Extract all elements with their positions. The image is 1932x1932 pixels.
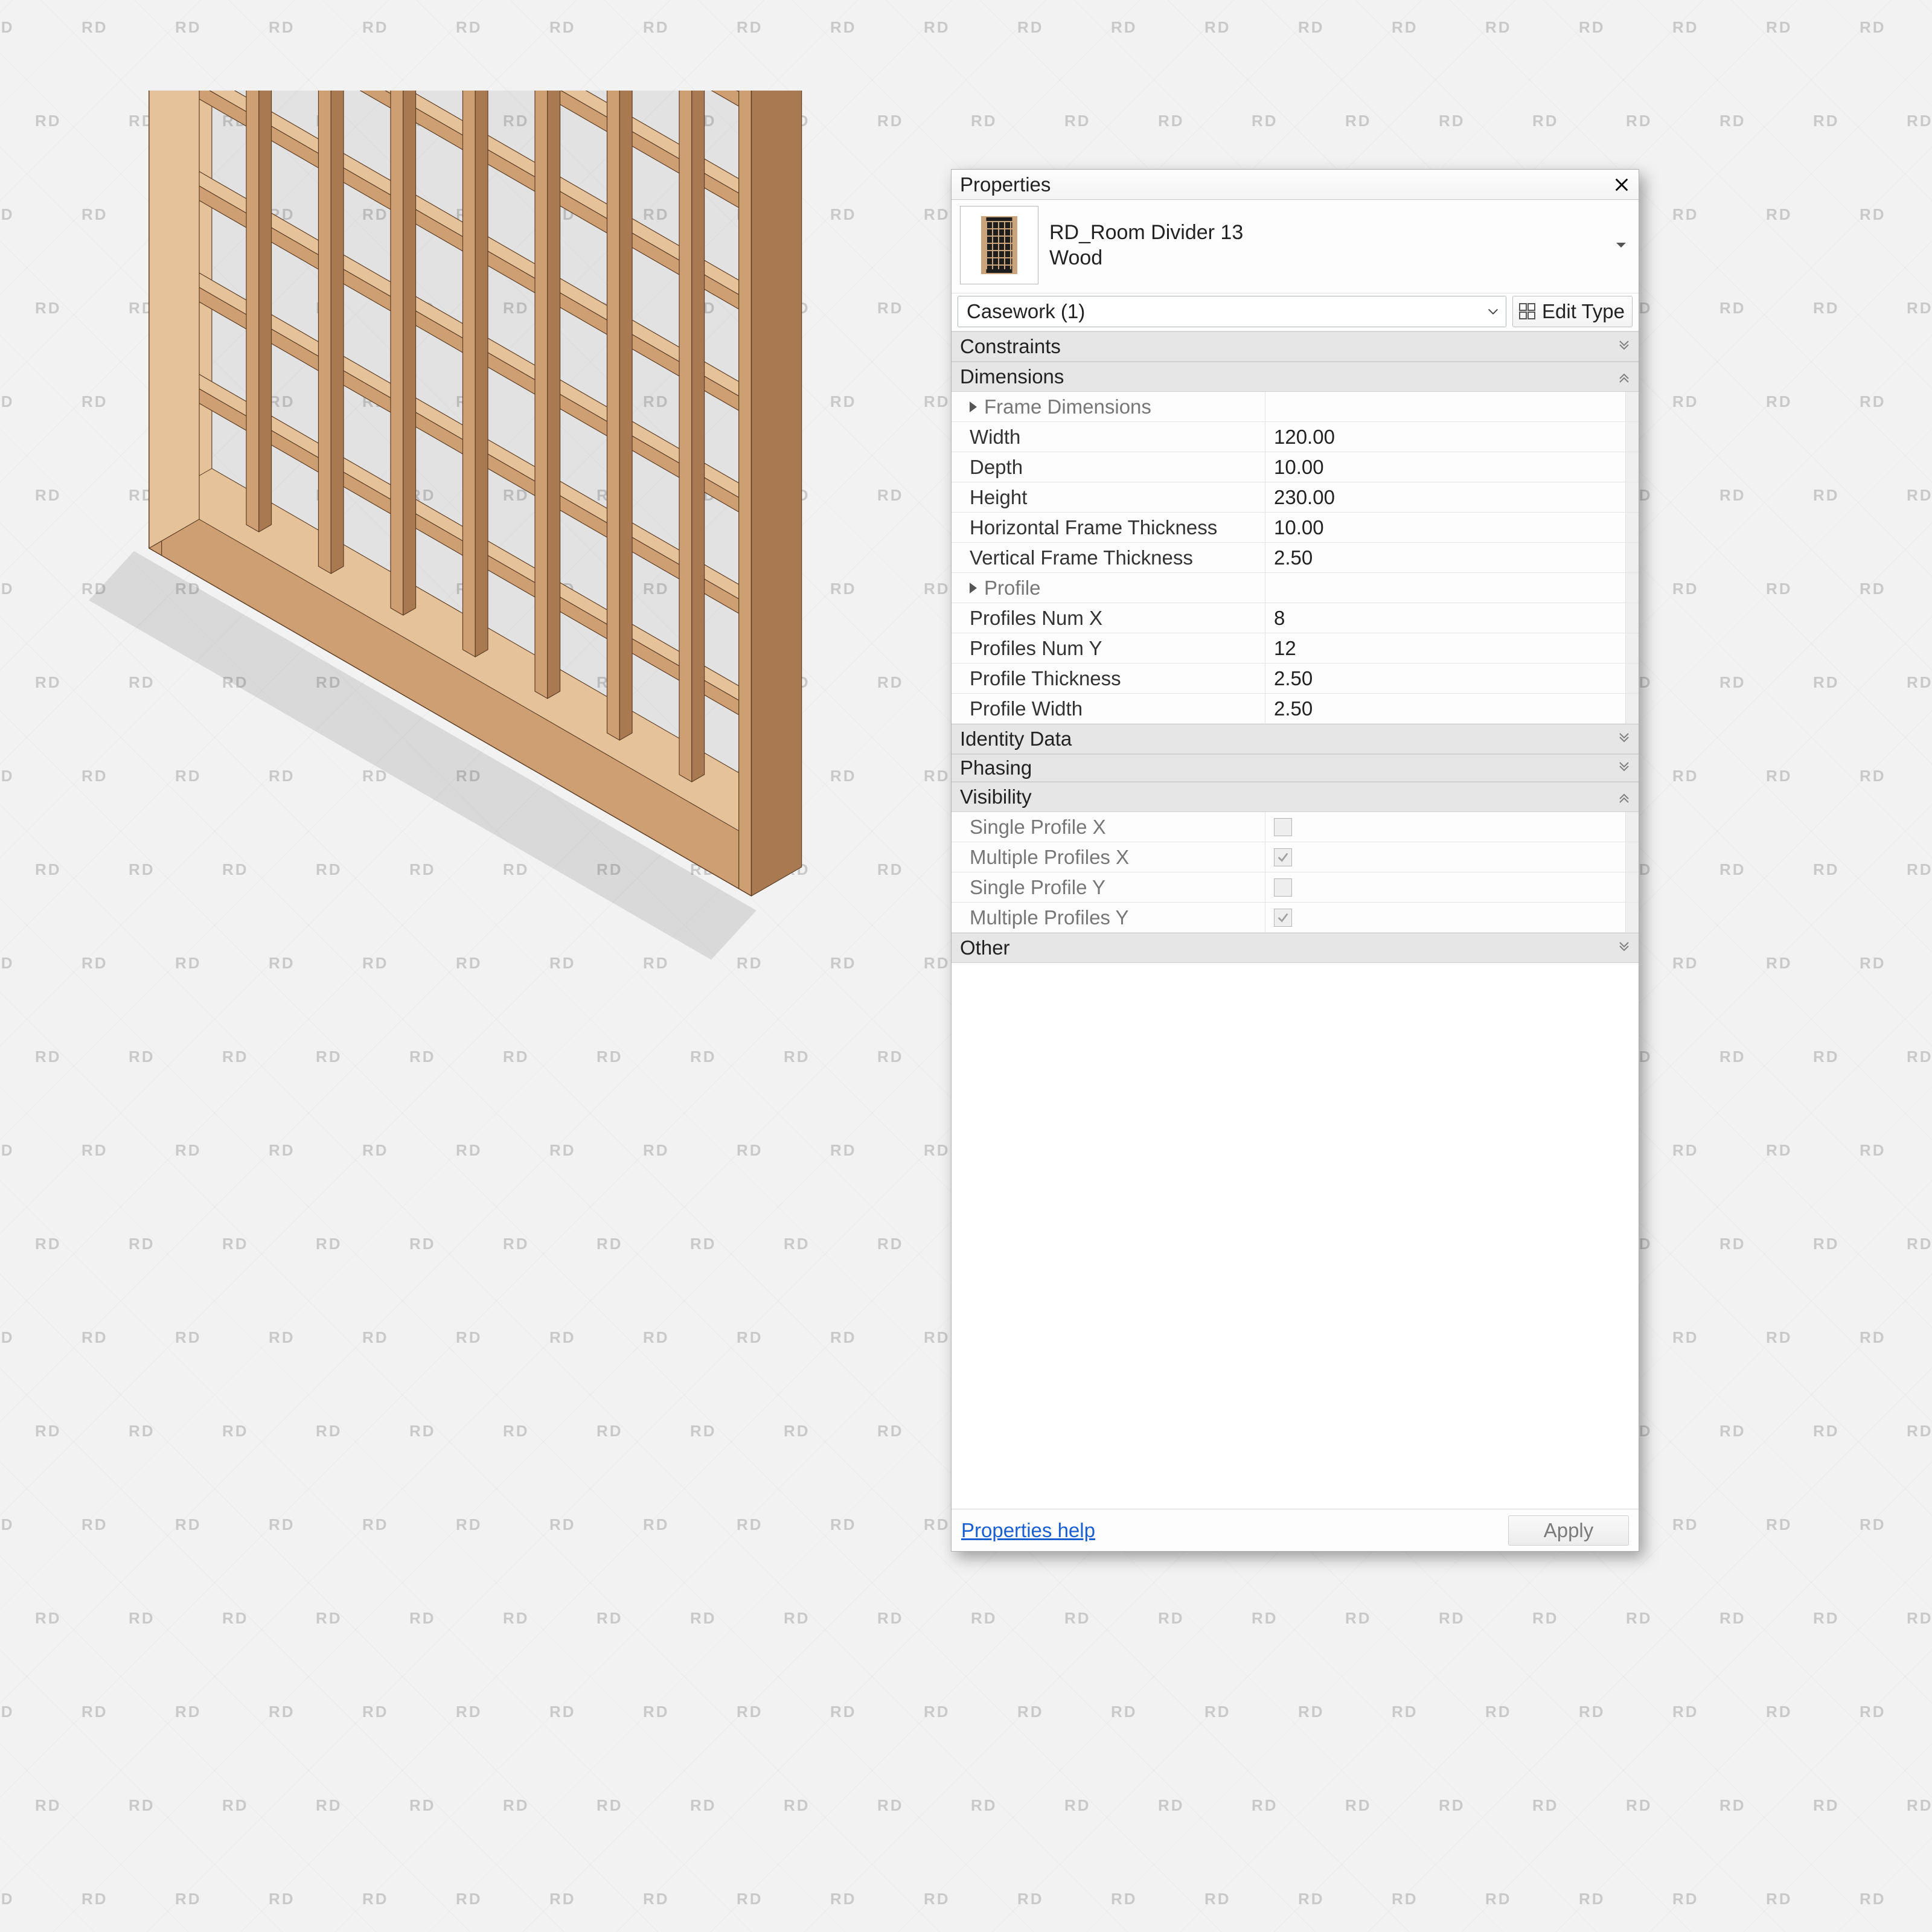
- properties-panel: Properties RD_Room Divider 13 Wood Casew…: [951, 169, 1639, 1552]
- family-name-block: RD_Room Divider 13 Wood: [1049, 220, 1602, 271]
- property-expander-row[interactable]: Frame Dimensions: [952, 392, 1639, 422]
- checkbox[interactable]: [1274, 909, 1292, 927]
- properties-area: ConstraintsDimensionsFrame DimensionsWid…: [952, 331, 1639, 1509]
- property-row[interactable]: Width120.00: [952, 422, 1639, 452]
- property-row[interactable]: Depth10.00: [952, 452, 1639, 482]
- property-expander-row[interactable]: Profile: [952, 573, 1639, 603]
- model-render: [85, 91, 930, 1841]
- group-header[interactable]: Dimensions: [952, 362, 1639, 392]
- property-checkbox-row[interactable]: Single Profile Y: [952, 872, 1639, 903]
- edit-type-button[interactable]: Edit Type: [1512, 296, 1633, 327]
- category-row: Casework (1) Edit Type: [952, 293, 1639, 331]
- close-icon[interactable]: [1611, 174, 1633, 196]
- category-selector[interactable]: Casework (1): [958, 296, 1506, 327]
- checkbox[interactable]: [1274, 818, 1292, 836]
- family-dropdown-icon[interactable]: [1613, 238, 1629, 252]
- panel-title: Properties: [960, 173, 1611, 196]
- edit-type-icon: [1518, 302, 1537, 321]
- family-type: Wood: [1049, 245, 1602, 271]
- property-row[interactable]: Vertical Frame Thickness2.50: [952, 543, 1639, 573]
- checkbox[interactable]: [1274, 848, 1292, 866]
- apply-button[interactable]: Apply: [1508, 1515, 1629, 1546]
- property-row[interactable]: Profile Width2.50: [952, 694, 1639, 724]
- group-header[interactable]: Identity Data: [952, 724, 1639, 754]
- family-thumbnail: [960, 206, 1038, 284]
- property-row[interactable]: Height230.00: [952, 482, 1639, 513]
- property-checkbox-row[interactable]: Single Profile X: [952, 812, 1639, 842]
- group-header[interactable]: Constraints: [952, 331, 1639, 362]
- group-header[interactable]: Phasing: [952, 754, 1639, 782]
- group-header[interactable]: Visibility: [952, 782, 1639, 812]
- property-row[interactable]: Profiles Num X8: [952, 603, 1639, 633]
- property-row[interactable]: Profiles Num Y12: [952, 633, 1639, 664]
- checkbox[interactable]: [1274, 878, 1292, 897]
- family-name: RD_Room Divider 13: [1049, 220, 1602, 246]
- panel-titlebar[interactable]: Properties: [952, 170, 1639, 200]
- properties-help-link[interactable]: Properties help: [961, 1519, 1095, 1542]
- group-header[interactable]: Other: [952, 933, 1639, 963]
- properties-blank-area: [952, 963, 1639, 1509]
- chevron-down-icon: [1486, 305, 1500, 318]
- panel-footer: Properties help Apply: [952, 1509, 1639, 1551]
- property-checkbox-row[interactable]: Multiple Profiles Y: [952, 903, 1639, 933]
- property-row[interactable]: Horizontal Frame Thickness10.00: [952, 513, 1639, 543]
- properties-grid: ConstraintsDimensionsFrame DimensionsWid…: [952, 331, 1639, 963]
- family-header[interactable]: RD_Room Divider 13 Wood: [952, 200, 1639, 293]
- property-checkbox-row[interactable]: Multiple Profiles X: [952, 842, 1639, 872]
- property-row[interactable]: Profile Thickness2.50: [952, 664, 1639, 694]
